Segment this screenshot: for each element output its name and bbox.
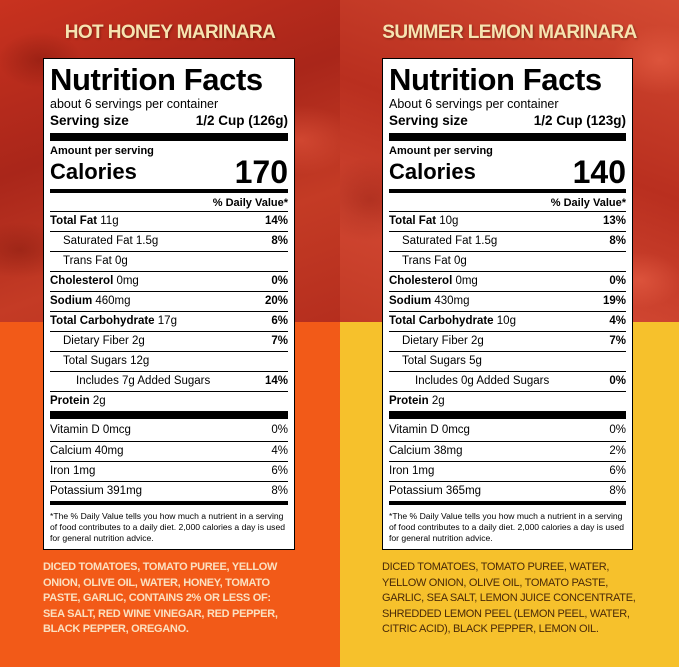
daily-value-footnote: *The % Daily Value tells you how much a …: [50, 511, 286, 543]
nutrient-row: Sodium 460mg 20%: [50, 291, 288, 311]
vitamin-row: Potassium 391mg 8%: [50, 481, 288, 501]
nutrition-facts-heading: Nutrition Facts: [50, 62, 263, 97]
servings-per-container: About 6 servings per container: [389, 97, 559, 111]
divider: [389, 189, 626, 193]
nutrient-row: Total Fat 10g 13%: [389, 211, 626, 231]
calories-value: 170: [234, 154, 288, 190]
nutrient-row: Trans Fat 0g: [50, 251, 288, 271]
calories-row: Calories 140: [389, 154, 626, 190]
vitamin-row: Calcium 40mg 4%: [50, 441, 288, 461]
divider: [50, 501, 288, 505]
nutrient-row: Total Sugars 12g: [50, 351, 288, 371]
nutrient-row: Sodium 430mg 19%: [389, 291, 626, 311]
nutrient-row: Protein 2g: [389, 391, 626, 411]
vitamin-row: Vitamin D 0mcg 0%: [389, 424, 626, 436]
serving-size: Serving size 1/2 Cup (123g): [389, 113, 626, 128]
calories-value: 140: [572, 154, 626, 190]
nutrient-row: Saturated Fat 1.5g 8%: [389, 231, 626, 251]
nutrient-row: Dietary Fiber 2g 7%: [389, 331, 626, 351]
nutrient-row: Includes 0g Added Sugars 0%: [389, 371, 626, 391]
nutrition-label: Nutrition Facts about 6 servings per con…: [43, 58, 295, 550]
vitamin-row: Calcium 38mg 2%: [389, 441, 626, 461]
nutrient-row: Cholesterol 0mg 0%: [389, 271, 626, 291]
product-title: SUMMER LEMON MARINARA: [382, 22, 637, 43]
nutrient-row: Total Carbohydrate 10g 4%: [389, 311, 626, 331]
nutrition-facts-heading: Nutrition Facts: [389, 62, 602, 97]
nutrient-row: Trans Fat 0g: [389, 251, 626, 271]
servings-per-container: about 6 servings per container: [50, 97, 219, 111]
nutrient-row: Total Sugars 5g: [389, 351, 626, 371]
vitamin-row: Vitamin D 0mcg 0%: [50, 424, 288, 436]
ingredients-list: DICED TOMATOES, TOMATO PUREE, WATER, YEL…: [382, 561, 636, 635]
vitamin-row: Iron 1mg 6%: [389, 461, 626, 481]
nutrient-row: Total Fat 11g 14%: [50, 211, 288, 231]
amount-per-serving: Amount per serving: [389, 145, 493, 157]
amount-per-serving: Amount per serving: [50, 145, 154, 157]
divider: [50, 189, 288, 193]
daily-value-header: % Daily Value*: [212, 197, 288, 209]
nutrient-row: Total Carbohydrate 17g 6%: [50, 311, 288, 331]
serving-size: Serving size 1/2 Cup (126g): [50, 113, 288, 128]
nutrient-row: Cholesterol 0mg 0%: [50, 271, 288, 291]
product-title: HOT HONEY MARINARA: [64, 22, 276, 43]
divider: [50, 133, 288, 141]
summer-lemon-panel: SUMMER LEMON MARINARA Nutrition Facts Ab…: [340, 0, 679, 667]
hot-honey-panel: HOT HONEY MARINARA Nutrition Facts about…: [0, 0, 340, 667]
nutrient-row: Includes 7g Added Sugars 14%: [50, 371, 288, 391]
divider: [50, 411, 288, 419]
ingredients-list: DICED TOMATOES, TOMATO PUREE, YELLOW ONI…: [43, 561, 278, 635]
divider: [389, 411, 626, 419]
nutrient-row: Saturated Fat 1.5g 8%: [50, 231, 288, 251]
vitamin-row: Potassium 365mg 8%: [389, 481, 626, 501]
daily-value-footnote: *The % Daily Value tells you how much a …: [389, 511, 625, 543]
nutrient-row: Dietary Fiber 2g 7%: [50, 331, 288, 351]
vitamin-row: Iron 1mg 6%: [50, 461, 288, 481]
daily-value-header: % Daily Value*: [550, 197, 626, 209]
nutrient-row: Protein 2g: [50, 391, 288, 411]
nutrition-label: Nutrition Facts About 6 servings per con…: [382, 58, 633, 550]
divider: [389, 501, 626, 505]
calories-row: Calories 170: [50, 154, 288, 190]
divider: [389, 133, 626, 141]
